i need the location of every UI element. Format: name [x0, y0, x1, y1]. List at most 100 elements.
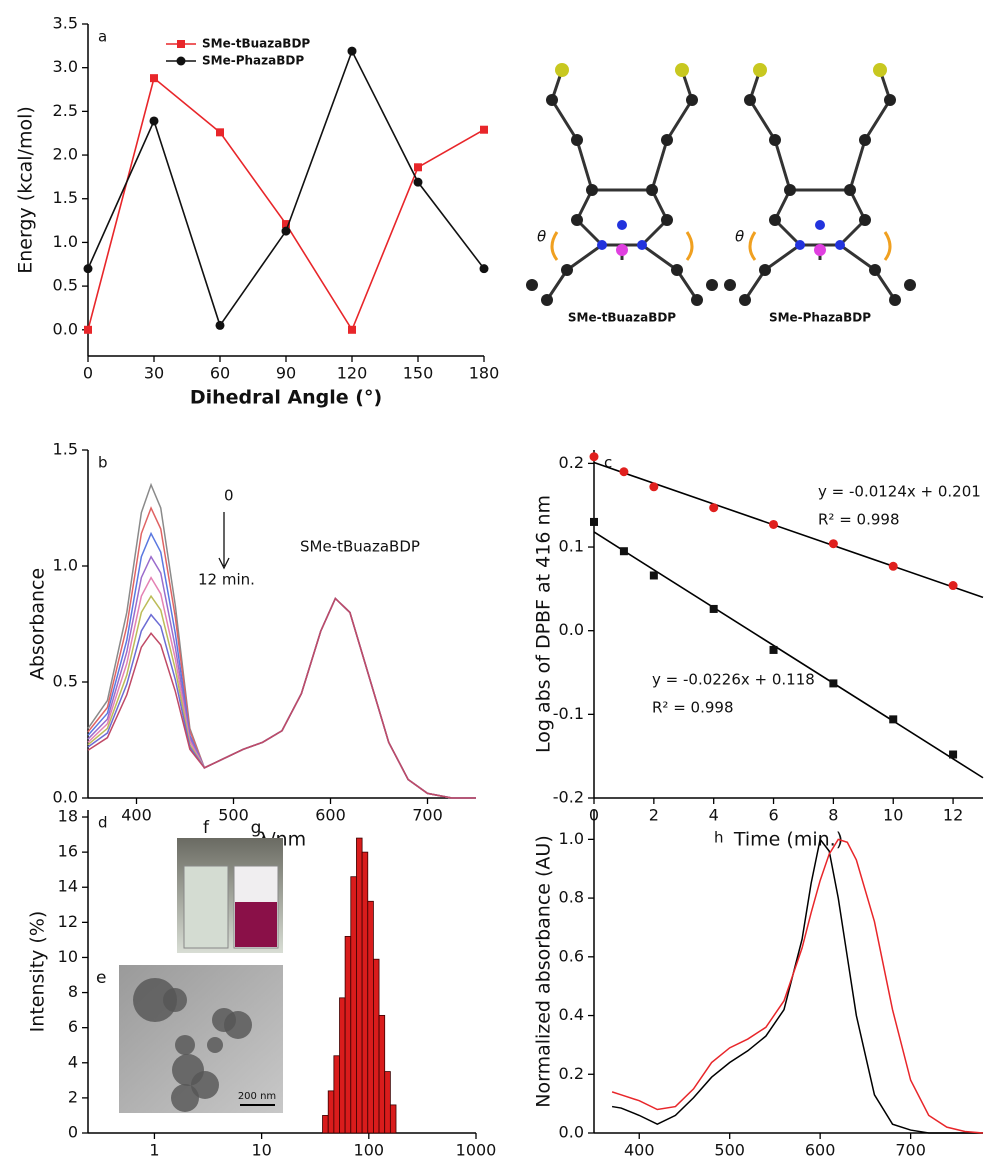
point — [347, 46, 357, 56]
x-tick-label: 600 — [805, 1141, 836, 1159]
particle — [133, 978, 177, 1022]
legend-label: SMe-tBuazaBDP — [202, 37, 310, 51]
x-axis-title: Dihedral Angle (°) — [190, 387, 382, 409]
bond — [650, 139, 669, 191]
bond — [873, 269, 897, 301]
arrow — [218, 512, 230, 570]
series-line — [87, 597, 476, 799]
atom — [706, 279, 718, 291]
x-tick-label: 10 — [251, 1141, 271, 1159]
y-tick-label: 1.5 — [53, 188, 78, 207]
particle — [191, 1071, 219, 1099]
atom — [814, 244, 826, 256]
atom — [675, 63, 689, 77]
point — [479, 264, 489, 274]
point — [889, 715, 898, 724]
y-tick-label: 14 — [58, 877, 78, 896]
atom — [739, 294, 751, 306]
bar — [389, 1104, 397, 1134]
atom — [835, 240, 845, 250]
atom — [889, 294, 901, 306]
y-tick-label: 2 — [68, 1087, 78, 1106]
atom — [759, 264, 771, 276]
angle-symbol: θ — [537, 228, 546, 246]
x-tick-label: 1000 — [456, 1141, 497, 1159]
x-tick-label: 180 — [469, 364, 500, 383]
structure: θ SMe-PhazaBDP — [724, 63, 916, 325]
x-tick-label: 2 — [649, 806, 659, 825]
bond — [848, 139, 867, 191]
bar — [350, 876, 357, 1134]
legend-marker — [176, 56, 186, 66]
particle — [175, 1035, 195, 1055]
y-tick-label: 1.0 — [559, 829, 584, 848]
y-tick-label: 0.2 — [559, 1064, 584, 1083]
series-line — [87, 555, 476, 799]
bar — [327, 1090, 335, 1134]
inset-label: f — [203, 818, 210, 838]
angle-symbol: θ — [735, 228, 744, 246]
bond — [748, 99, 777, 141]
series-line — [87, 76, 485, 332]
bar — [339, 997, 346, 1134]
atom — [859, 214, 871, 226]
bar — [367, 900, 374, 1134]
point — [828, 539, 838, 549]
atom — [815, 220, 825, 230]
x-tick-label: 10 — [883, 806, 903, 825]
bond — [863, 99, 892, 141]
atom — [873, 63, 887, 77]
panel-label: h — [714, 829, 724, 847]
series-line — [87, 597, 476, 799]
y-axis-title: Intensity (%) — [27, 911, 49, 1033]
point — [149, 116, 159, 126]
annotation: SMe-tBuazaBDP — [300, 538, 420, 556]
x-tick-label: 6 — [768, 806, 778, 825]
y-tick-label: 3.5 — [53, 14, 78, 33]
atom — [753, 63, 767, 77]
x-tick-label: 100 — [354, 1141, 385, 1159]
point — [769, 645, 778, 654]
point — [829, 679, 838, 688]
point — [348, 325, 356, 334]
series-line — [87, 531, 476, 799]
series-line — [611, 837, 983, 1134]
y-tick-label: 0.0 — [53, 788, 78, 807]
point — [83, 264, 93, 274]
y-tick-label: 0.6 — [559, 946, 584, 965]
y-tick-label: 18 — [58, 807, 78, 826]
bond — [764, 243, 801, 272]
point — [589, 452, 599, 462]
bond — [550, 99, 579, 141]
panel: 4005006007000.00.20.40.60.81.0λ/nmNormal… — [533, 810, 984, 1159]
y-tick-label: 2.5 — [53, 101, 78, 120]
point — [216, 128, 224, 137]
atom — [541, 294, 553, 306]
atom — [661, 134, 673, 146]
angle-arc — [550, 231, 694, 261]
y-tick-label: -0.1 — [553, 704, 584, 723]
series-line — [87, 576, 476, 799]
annotation: y = -0.0226x + 0.118 — [652, 671, 815, 689]
y-tick-label: 2.0 — [53, 145, 78, 164]
point — [649, 482, 659, 492]
atom — [571, 214, 583, 226]
point — [480, 125, 488, 134]
point — [769, 519, 779, 529]
particle — [171, 1084, 199, 1112]
point — [413, 177, 423, 187]
atom — [769, 214, 781, 226]
y-tick-label: 1.5 — [53, 440, 78, 459]
x-tick-label: 0 — [83, 364, 93, 383]
point — [590, 517, 598, 526]
y-tick-label: 0.2 — [559, 453, 584, 472]
solution — [235, 902, 277, 947]
particle — [163, 988, 187, 1012]
x-tick-label: 1 — [149, 1141, 159, 1159]
y-tick-label: 4 — [68, 1052, 78, 1071]
atom — [637, 240, 647, 250]
bar — [356, 837, 363, 1134]
point — [281, 226, 291, 236]
x-tick-label: 500 — [218, 806, 249, 825]
panel-label: d — [98, 814, 108, 832]
